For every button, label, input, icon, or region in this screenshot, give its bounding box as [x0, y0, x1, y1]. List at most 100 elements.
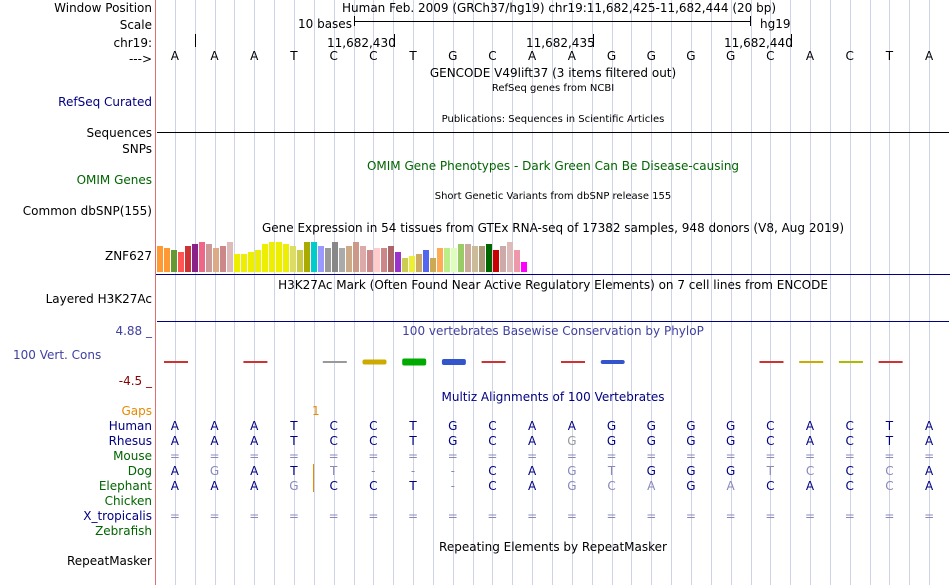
species-label-human[interactable]: Human: [108, 419, 152, 433]
gtex-tissue-bar[interactable]: [402, 258, 408, 272]
omim-track-label[interactable]: OMIM Genes: [76, 173, 152, 187]
gtex-tissue-bar[interactable]: [339, 248, 345, 272]
gtex-tissue-bar[interactable]: [332, 242, 338, 272]
refseq-track-title[interactable]: RefSeq genes from NCBI: [491, 83, 615, 94]
sequence-base: C: [488, 49, 497, 63]
gtex-tissue-bar[interactable]: [276, 242, 282, 272]
gtex-tissue-bar[interactable]: [248, 252, 254, 272]
gtex-tissue-bar[interactable]: [367, 250, 373, 272]
gtex-tissue-bar[interactable]: [234, 254, 240, 272]
gtex-tissue-bar[interactable]: [241, 254, 247, 272]
gtex-tissue-bar[interactable]: [318, 246, 324, 272]
gtex-tissue-bar[interactable]: [178, 252, 184, 272]
gtex-tissue-bar[interactable]: [395, 252, 401, 272]
alignment-base: =: [209, 449, 220, 463]
gtex-tissue-bar[interactable]: [374, 248, 380, 272]
alignment-base: A: [250, 464, 259, 478]
publications-track-title[interactable]: Publications: Sequences in Scientific Ar…: [441, 114, 665, 125]
refseq-track-label[interactable]: RefSeq Curated: [58, 95, 152, 109]
species-label-mouse[interactable]: Mouse: [113, 449, 152, 463]
dbsnp-track-title[interactable]: Short Genetic Variants from dbSNP releas…: [434, 191, 672, 202]
alignment-base: A: [170, 434, 179, 448]
alignment-base: -: [371, 464, 376, 478]
phylop-track-title[interactable]: 100 vertebrates Basewise Conservation by…: [402, 324, 704, 338]
gtex-tissue-bar[interactable]: [486, 244, 492, 272]
omim-track-title[interactable]: OMIM Gene Phenotypes - Dark Green Can Be…: [366, 159, 740, 173]
species-label-x_tropicalis[interactable]: X_tropicalis: [83, 509, 152, 523]
gtex-tissue-bar[interactable]: [500, 246, 506, 272]
alignment-base: =: [249, 449, 260, 463]
snps-track-label[interactable]: SNPs: [122, 142, 152, 156]
gtex-tissue-bar[interactable]: [444, 248, 450, 272]
gtex-tissue-bar[interactable]: [493, 250, 499, 272]
species-label-elephant[interactable]: Elephant: [98, 479, 152, 493]
gtex-tissue-bar[interactable]: [423, 250, 429, 272]
gtex-tissue-bar[interactable]: [353, 242, 359, 272]
gtex-tissue-bar[interactable]: [255, 250, 261, 272]
gtex-tissue-bar[interactable]: [199, 242, 205, 272]
rmsk-track-label[interactable]: RepeatMasker: [66, 554, 152, 568]
species-label-rhesus[interactable]: Rhesus: [108, 434, 152, 448]
gtex-tissue-bar[interactable]: [409, 256, 415, 272]
species-label-zebrafish[interactable]: Zebrafish: [95, 524, 152, 538]
alignment-base: A: [170, 464, 179, 478]
alignment-base: G: [646, 464, 656, 478]
gtex-gene-label[interactable]: ZNF627: [104, 249, 152, 263]
gtex-tissue-bar[interactable]: [416, 254, 422, 272]
gtex-tissue-bar[interactable]: [304, 242, 310, 272]
gtex-tissue-bar[interactable]: [283, 244, 289, 272]
rmsk-track-title[interactable]: Repeating Elements by RepeatMasker: [439, 540, 667, 554]
gtex-tissue-bar[interactable]: [290, 246, 296, 272]
gtex-tissue-bar[interactable]: [192, 244, 198, 272]
gencode-track-title[interactable]: GENCODE V49lift37 (3 items filtered out): [429, 66, 677, 80]
gtex-tissue-bar[interactable]: [521, 262, 527, 272]
alignment-base: =: [805, 449, 816, 463]
gtex-tissue-bar[interactable]: [213, 248, 219, 272]
phylop-signal[interactable]: [156, 352, 950, 376]
gtex-tissue-bar[interactable]: [220, 246, 226, 272]
gtex-tissue-bar[interactable]: [227, 242, 233, 272]
sequence-base: A: [805, 49, 815, 63]
gtex-tissue-bar[interactable]: [437, 248, 443, 272]
gtex-tissue-bar[interactable]: [185, 246, 191, 272]
gtex-tissue-bar[interactable]: [311, 242, 317, 272]
gtex-tissue-bar[interactable]: [514, 250, 520, 272]
gtex-tissue-bar[interactable]: [451, 248, 457, 272]
h3k27ac-track-label[interactable]: Layered H3K27Ac: [45, 292, 152, 306]
gtex-tissue-bar[interactable]: [479, 246, 485, 272]
gtex-expression-bars[interactable]: [156, 236, 950, 276]
gtex-tissue-bar[interactable]: [458, 244, 464, 272]
gtex-tissue-bar[interactable]: [297, 250, 303, 272]
gtex-tissue-bar[interactable]: [430, 258, 436, 272]
gtex-tissue-bar[interactable]: [262, 244, 268, 272]
alignment-base: =: [646, 449, 657, 463]
phylop-track-label[interactable]: 100 Vert. Cons: [13, 348, 102, 362]
dbsnp-track-label[interactable]: Common dbSNP(155): [22, 204, 152, 218]
gtex-tissue-bar[interactable]: [269, 242, 275, 272]
sequence-base: A: [567, 49, 576, 63]
gtex-tissue-bar[interactable]: [388, 246, 394, 272]
gtex-tissue-bar[interactable]: [472, 246, 478, 272]
species-label-dog[interactable]: Dog: [127, 464, 152, 478]
species-label-chicken[interactable]: Chicken: [104, 494, 152, 508]
gtex-tissue-bar[interactable]: [157, 246, 163, 272]
gtex-tissue-bar[interactable]: [164, 248, 170, 272]
h3k27ac-track-title[interactable]: H3K27Ac Mark (Often Found Near Active Re…: [278, 278, 828, 292]
gtex-tissue-bar[interactable]: [325, 248, 331, 272]
phylop-max-label: 4.88 _: [115, 324, 152, 338]
gtex-tissue-bar[interactable]: [465, 244, 471, 272]
alignment-base: C: [329, 434, 338, 448]
alignment-base: C: [488, 464, 497, 478]
gtex-tissue-bar[interactable]: [346, 246, 352, 272]
alignment-base: A: [528, 464, 537, 478]
gtex-tissue-bar[interactable]: [206, 244, 212, 272]
sequences-track-label[interactable]: Sequences: [86, 126, 152, 140]
gtex-track-title[interactable]: Gene Expression in 54 tissues from GTEx …: [261, 221, 845, 235]
gtex-tissue-bar[interactable]: [360, 246, 366, 272]
sequence-base: G: [448, 49, 458, 63]
gtex-tissue-bar[interactable]: [381, 248, 387, 272]
alignment-base: C: [845, 434, 854, 448]
gtex-tissue-bar[interactable]: [171, 250, 177, 272]
gtex-tissue-bar[interactable]: [507, 242, 513, 272]
multiz-track-title[interactable]: Multiz Alignments of 100 Vertebrates: [441, 390, 665, 404]
